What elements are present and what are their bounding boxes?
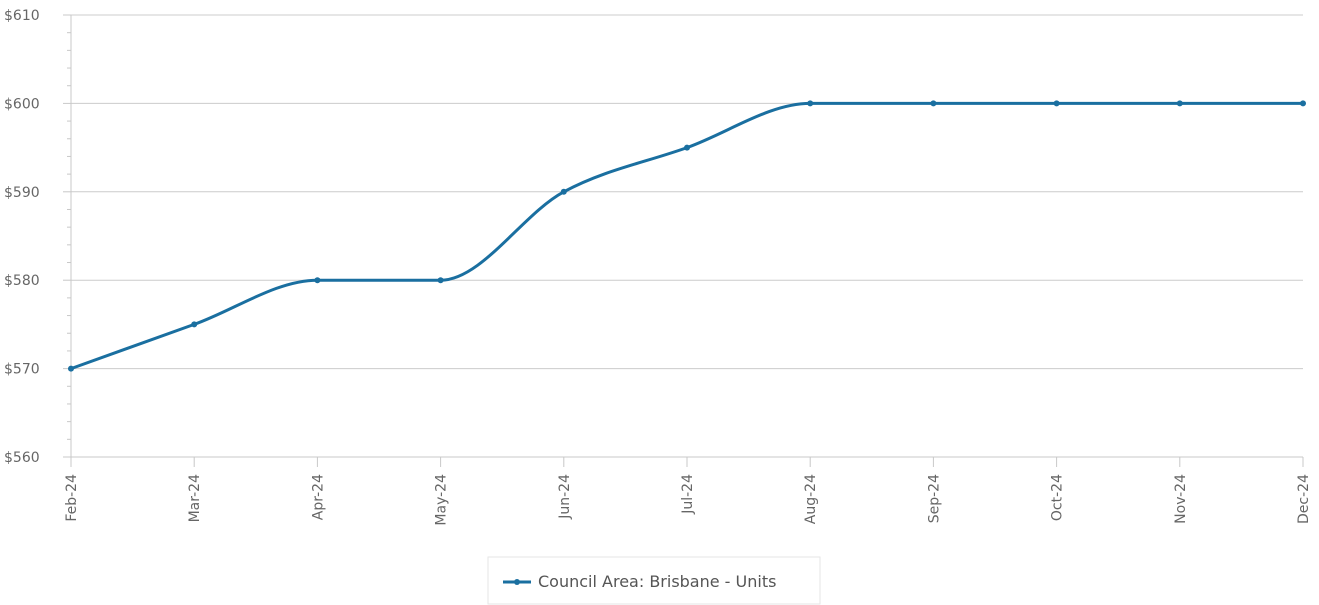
series-line	[69, 101, 1305, 371]
x-tick-label: Feb-24	[64, 474, 80, 522]
x-tick-label: Mar-24	[187, 474, 203, 522]
y-tick-label: $560	[4, 450, 40, 466]
data-point[interactable]	[1176, 100, 1183, 107]
x-tick-label: Sep-24	[926, 474, 942, 523]
x-tick-label: Oct-24	[1050, 474, 1066, 521]
data-point[interactable]	[191, 321, 198, 328]
y-tick-label: $570	[4, 362, 40, 378]
data-point[interactable]	[437, 277, 444, 284]
data-point[interactable]	[560, 188, 567, 195]
data-point[interactable]	[807, 100, 814, 107]
grid	[71, 14, 1303, 370]
y-tick-label: $610	[4, 8, 40, 24]
x-tick-label: Dec-24	[1296, 474, 1312, 524]
data-point[interactable]	[314, 277, 321, 284]
legend[interactable]: Council Area: Brisbane - Units	[487, 556, 821, 605]
y-tick-label: $600	[4, 96, 40, 112]
axes: $560 $570 $580 $590 $600 $610 Feb-24 Mar-24 Apr-…	[4, 8, 1312, 526]
data-point[interactable]	[1300, 100, 1306, 107]
data-point[interactable]	[1053, 100, 1060, 107]
x-tick-label: Nov-24	[1173, 474, 1189, 524]
y-tick-label: $590	[4, 185, 40, 201]
series-layer	[68, 100, 1306, 372]
legend-swatch-marker	[514, 579, 520, 585]
legend-box	[487, 556, 821, 605]
y-tick-label: $580	[4, 273, 40, 289]
x-tick-label: Jun-24	[557, 474, 573, 520]
x-tick-label: Jul-24	[680, 474, 696, 515]
x-tick-label: May-24	[434, 474, 450, 526]
data-point[interactable]	[930, 100, 937, 107]
data-point[interactable]	[684, 144, 690, 151]
x-tick-label: Apr-24	[310, 474, 326, 520]
data-point[interactable]	[68, 365, 74, 372]
legend-label[interactable]: Council Area: Brisbane - Units	[538, 572, 776, 591]
x-tick-label: Aug-24	[803, 474, 819, 524]
